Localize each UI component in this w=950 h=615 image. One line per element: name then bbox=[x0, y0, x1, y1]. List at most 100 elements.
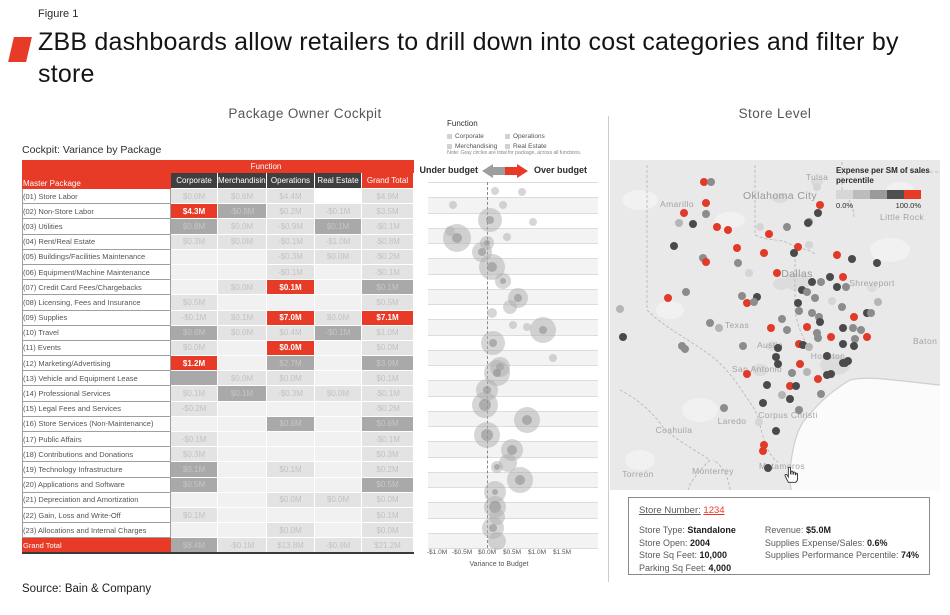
store-dot[interactable] bbox=[689, 220, 697, 228]
variance-cell[interactable] bbox=[314, 446, 362, 463]
store-dot[interactable] bbox=[805, 241, 813, 249]
table-row[interactable]: (05) Buildings/Facilities Maintenance -$0… bbox=[22, 248, 414, 265]
variance-cell[interactable] bbox=[170, 279, 218, 296]
variance-cell[interactable] bbox=[314, 370, 362, 387]
store-dot[interactable] bbox=[814, 209, 822, 217]
variance-cell[interactable] bbox=[217, 415, 267, 433]
table-row[interactable]: (10) Travel $0.6M $0.0M $0.4M -$0.1M $1.0M bbox=[22, 324, 414, 341]
store-dot[interactable] bbox=[707, 178, 715, 186]
store-dot[interactable] bbox=[763, 381, 771, 389]
variance-cell[interactable]: $0.2M bbox=[266, 203, 315, 220]
variance-cell[interactable]: $7.0M bbox=[266, 309, 315, 326]
store-dot[interactable] bbox=[848, 255, 856, 263]
table-row[interactable]: (14) Professional Services $0.1M $0.1M -$0.… bbox=[22, 385, 414, 402]
table-row[interactable]: (23) Allocations and Internal Charges $0.… bbox=[22, 522, 414, 539]
store-dot[interactable] bbox=[773, 269, 781, 277]
package-label[interactable]: (10) Travel bbox=[22, 324, 171, 341]
table-row[interactable]: (12) Marketing/Advertising $1.2M $2.7M $3.9… bbox=[22, 355, 414, 372]
variance-cell[interactable]: $0.6M bbox=[170, 324, 218, 341]
variance-cell[interactable]: $4.9M bbox=[361, 187, 414, 205]
variance-cell[interactable]: $0.1M bbox=[266, 461, 315, 478]
variance-cell[interactable]: $0.0M bbox=[314, 491, 362, 508]
table-row[interactable]: (21) Depreciation and Amortization $0.0M $… bbox=[22, 491, 414, 508]
package-label[interactable]: (03) Utilities bbox=[22, 218, 171, 235]
variance-cell[interactable]: $0.4M bbox=[266, 324, 315, 341]
store-dot[interactable] bbox=[745, 269, 753, 277]
store-dot[interactable] bbox=[804, 219, 812, 227]
variance-cell[interactable]: -$0.8M bbox=[361, 233, 414, 250]
variance-cell[interactable]: $0.0M bbox=[361, 339, 414, 357]
variance-cell[interactable]: -$0.9M bbox=[266, 218, 315, 235]
variance-cell[interactable] bbox=[314, 400, 362, 417]
store-dot[interactable] bbox=[756, 223, 764, 231]
store-dot[interactable] bbox=[839, 324, 847, 332]
table-row[interactable]: (07) Credit Card Fees/Chargebacks $0.0M $0… bbox=[22, 279, 414, 296]
store-dot[interactable] bbox=[772, 427, 780, 435]
store-dot[interactable] bbox=[734, 259, 742, 267]
package-label[interactable]: (04) Rent/Real Estate bbox=[22, 233, 171, 250]
variance-cell[interactable] bbox=[217, 400, 267, 417]
variance-cell[interactable]: -$0.1M bbox=[266, 233, 315, 250]
table-row[interactable]: (04) Rent/Real Estate $0.3M $0.0M -$0.1M -$1… bbox=[22, 233, 414, 250]
variance-cell[interactable]: -$1.0M bbox=[314, 233, 362, 250]
package-label[interactable]: (15) Legal Fees and Services bbox=[22, 400, 171, 417]
store-dot[interactable] bbox=[850, 313, 858, 321]
variance-cell[interactable] bbox=[170, 491, 218, 508]
variance-cell[interactable]: -$0.1M bbox=[170, 430, 218, 448]
store-dot[interactable] bbox=[670, 242, 678, 250]
variance-cell[interactable] bbox=[217, 491, 267, 508]
variance-cell[interactable] bbox=[170, 522, 218, 539]
variance-bubble[interactable] bbox=[499, 454, 517, 472]
table-row[interactable]: (22) Gain, Loss and Write-Off $0.1M $0.1M bbox=[22, 506, 414, 524]
variance-bubble[interactable] bbox=[529, 218, 537, 226]
store-dot[interactable] bbox=[783, 326, 791, 334]
variance-bubble[interactable] bbox=[503, 233, 511, 241]
store-dot[interactable] bbox=[823, 352, 831, 360]
package-label[interactable]: (23) Allocations and Internal Charges bbox=[22, 522, 171, 539]
store-dot[interactable] bbox=[738, 292, 746, 300]
variance-cell[interactable]: -$0.1M bbox=[314, 324, 362, 341]
variance-cell[interactable]: $0.0M bbox=[266, 370, 315, 387]
variance-cell[interactable] bbox=[314, 263, 362, 281]
variance-cell[interactable] bbox=[170, 370, 218, 387]
store-dot[interactable] bbox=[616, 305, 624, 313]
store-dot[interactable] bbox=[713, 223, 721, 231]
package-label[interactable]: (13) Vehicle and Equipment Lease bbox=[22, 370, 171, 387]
variance-cell[interactable]: $0.0M bbox=[217, 370, 267, 387]
variance-cell[interactable]: $0.0M bbox=[266, 339, 315, 357]
variance-cell[interactable] bbox=[266, 476, 315, 493]
variance-cell[interactable]: $0.3M bbox=[361, 446, 414, 463]
variance-cell[interactable] bbox=[170, 248, 218, 265]
variance-cell[interactable] bbox=[266, 506, 315, 524]
variance-cell[interactable]: $3.9M bbox=[361, 355, 414, 372]
variance-cell[interactable]: $0.0M bbox=[314, 309, 362, 326]
table-row[interactable]: (11) Events $0.0M $0.0M $0.0M bbox=[22, 339, 414, 357]
store-dot[interactable] bbox=[664, 294, 672, 302]
variance-cell[interactable]: $0.5M bbox=[361, 294, 414, 311]
variance-cell[interactable]: $1.2M bbox=[170, 355, 218, 372]
variance-bubble[interactable] bbox=[487, 308, 497, 318]
table-row[interactable]: (02) Non-Store Labor $4.3M -$0.8M $0.2M -$0.… bbox=[22, 203, 414, 220]
variance-cell[interactable] bbox=[314, 187, 362, 205]
grand-total-row[interactable]: Grand Total $8.4M -$0.1M $13.8M -$0.9M $21.2M bbox=[22, 537, 414, 554]
variance-bubble[interactable] bbox=[491, 187, 499, 195]
variance-cell[interactable] bbox=[217, 294, 267, 311]
variance-bubble[interactable] bbox=[445, 226, 455, 236]
variance-cell[interactable]: $0.6M bbox=[361, 415, 414, 433]
variance-cell[interactable]: -$0.9M bbox=[314, 537, 362, 554]
variance-bubble[interactable] bbox=[499, 201, 507, 209]
variance-cell[interactable]: -$0.2M bbox=[361, 400, 414, 417]
store-dot[interactable] bbox=[850, 342, 858, 350]
store-dot[interactable] bbox=[765, 230, 773, 238]
store-dot[interactable] bbox=[811, 294, 819, 302]
store-dot[interactable] bbox=[700, 178, 708, 186]
store-dot[interactable] bbox=[839, 273, 847, 281]
store-dot[interactable] bbox=[755, 418, 763, 426]
package-label[interactable]: (21) Depreciation and Amortization bbox=[22, 491, 171, 508]
store-dot[interactable] bbox=[786, 382, 794, 390]
variance-cell[interactable]: $0.0M bbox=[217, 324, 267, 341]
store-dot[interactable] bbox=[739, 342, 747, 350]
variance-cell[interactable] bbox=[314, 355, 362, 372]
store-dot[interactable] bbox=[750, 298, 758, 306]
store-dot[interactable] bbox=[815, 313, 823, 321]
